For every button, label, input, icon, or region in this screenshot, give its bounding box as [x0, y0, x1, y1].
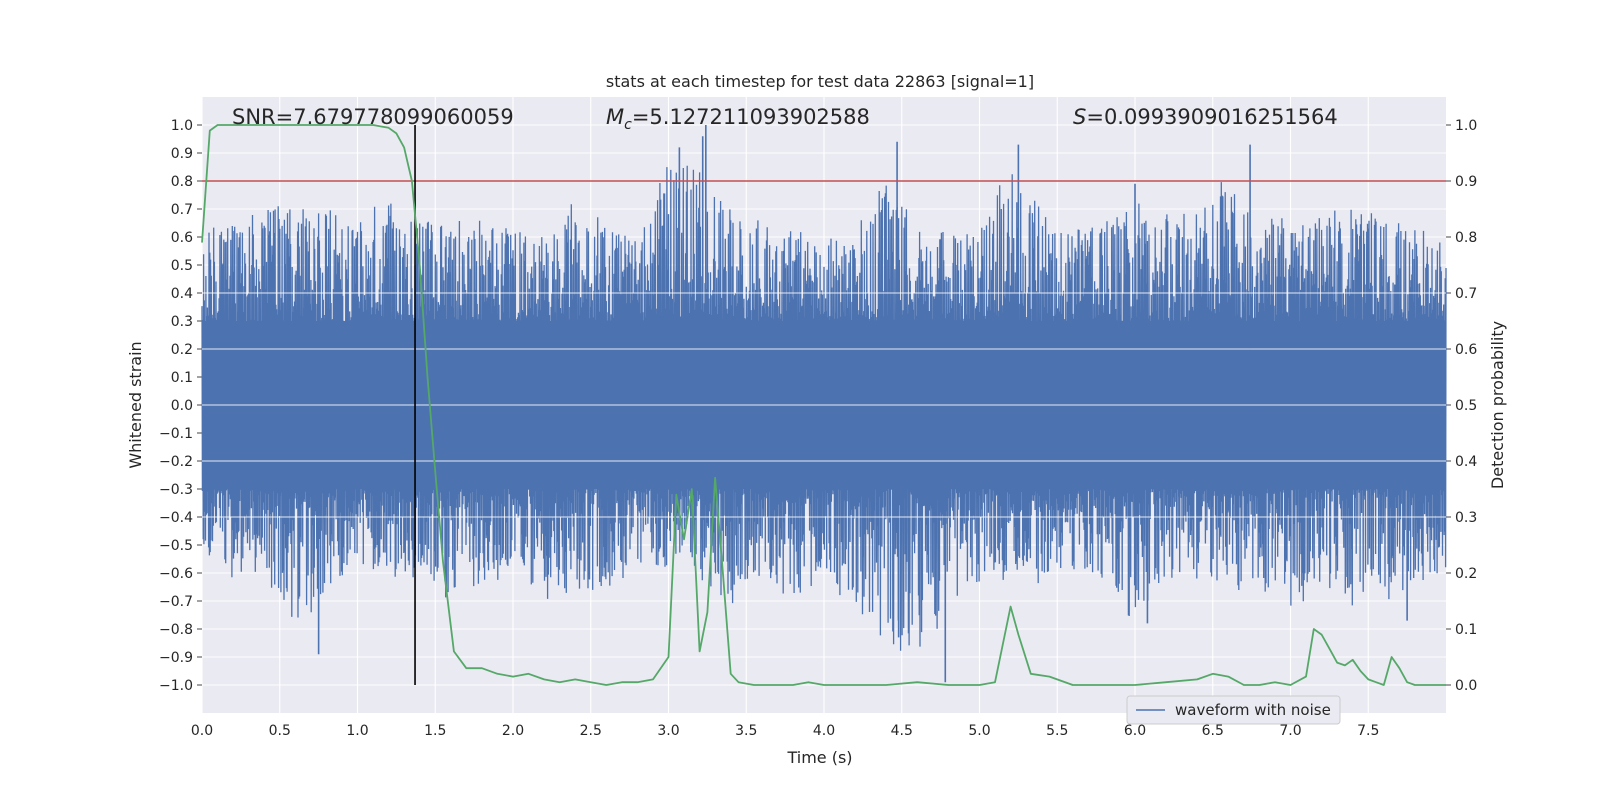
mc-subscript: c: [624, 117, 632, 133]
y2-tick-label: 0.0: [1455, 678, 1477, 694]
x-axis-label: Time (s): [786, 748, 852, 767]
y-tick-label: −0.1: [159, 426, 193, 442]
legend-label: waveform with noise: [1175, 701, 1331, 719]
y-tick-label: 0.1: [171, 370, 193, 386]
x-tick-label: 6.5: [1202, 723, 1224, 739]
y-tick-label: 0.8: [171, 174, 193, 190]
y2-tick-label: 0.7: [1455, 286, 1477, 302]
y-tick-label: −0.5: [159, 538, 193, 554]
y-tick-label: 0.0: [171, 398, 193, 414]
x-tick-label: 6.0: [1124, 723, 1146, 739]
s-value: =0.0993909016251564: [1086, 105, 1337, 129]
x-tick-label: 0.5: [269, 723, 291, 739]
x-tick-label: 1.0: [346, 723, 368, 739]
y2-tick-label: 0.6: [1455, 342, 1477, 358]
probability-line: [201, 124, 1446, 686]
y2-tick-label: 0.8: [1455, 230, 1477, 246]
x-tick-label: 3.0: [657, 723, 679, 739]
y2-tick-label: 0.5: [1455, 398, 1477, 414]
x-tick-label: 5.0: [968, 723, 990, 739]
y-tick-label: −0.9: [159, 650, 193, 666]
y2-tick-label: 1.0: [1455, 118, 1477, 134]
chirp-mass-annotation: Mc=5.127211093902588: [606, 105, 870, 133]
x-tick-label: 1.5: [424, 723, 446, 739]
mc-value: =5.127211093902588: [632, 105, 870, 129]
y-tick-label: −0.6: [159, 566, 193, 582]
y-tick-label: 1.0: [171, 118, 193, 134]
y-tick-label: −0.3: [159, 482, 193, 498]
x-tick-label: 4.5: [891, 723, 913, 739]
y2-tick-label: 0.1: [1455, 622, 1477, 638]
x-tick-label: 4.0: [813, 723, 835, 739]
legend: waveform with noise: [1126, 695, 1341, 725]
y-tick-label: 0.5: [171, 258, 193, 274]
x-tick-label: 7.0: [1279, 723, 1301, 739]
y-tick-label: −1.0: [159, 678, 193, 694]
y-tick-label: 0.4: [171, 286, 193, 302]
snr-annotation: SNR=7.679778099060059: [232, 105, 514, 129]
legend-box: [1126, 695, 1341, 725]
x-tick-label: 0.0: [191, 723, 213, 739]
x-tick-label: 7.5: [1357, 723, 1379, 739]
y2-tick-label: 0.4: [1455, 454, 1477, 470]
x-tick-label: 2.5: [580, 723, 602, 739]
s-symbol: S: [1073, 105, 1086, 129]
x-tick-label: 2.0: [502, 723, 524, 739]
s-annotation: S=0.0993909016251564: [1073, 105, 1338, 129]
y-tick-label: −0.4: [159, 510, 193, 526]
y-tick-label: 0.2: [171, 342, 193, 358]
y-tick-label: −0.8: [159, 622, 193, 638]
y2-tick-label: 0.9: [1455, 174, 1477, 190]
y2-tick-label: 0.3: [1455, 510, 1477, 526]
y-tick-label: −0.7: [159, 594, 193, 610]
y2-axis-label: Detection probability: [1488, 321, 1507, 489]
y-tick-label: −0.2: [159, 454, 193, 470]
y-axis-label: Whitened strain: [126, 341, 145, 468]
chart-title: stats at each timestep for test data 228…: [606, 72, 1034, 91]
y-tick-label: 0.7: [171, 202, 193, 218]
y-tick-label: 0.9: [171, 146, 193, 162]
y-tick-label: 0.6: [171, 230, 193, 246]
x-tick-label: 5.5: [1046, 723, 1068, 739]
y-tick-label: 0.3: [171, 314, 193, 330]
mc-symbol: M: [606, 105, 624, 129]
y2-tick-label: 0.2: [1455, 566, 1477, 582]
x-tick-label: 3.5: [735, 723, 757, 739]
